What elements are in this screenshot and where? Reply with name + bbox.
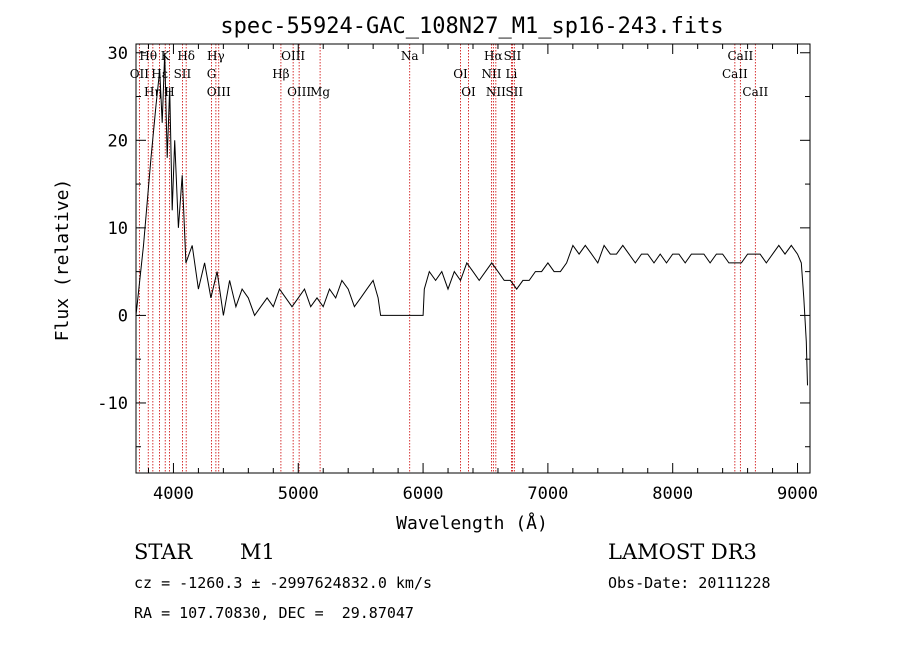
emission-line-label: G — [207, 67, 217, 81]
survey-name: LAMOST DR3 — [608, 540, 757, 564]
x-tick-label: 9000 — [777, 484, 818, 504]
emission-line-label: Hη — [144, 85, 162, 99]
emission-line-label: OIII — [281, 49, 305, 63]
emission-line-label: Hδ — [177, 49, 195, 63]
y-tick-label: 20 — [108, 131, 128, 151]
x-tick-label: 8000 — [652, 484, 693, 504]
observation-date: Obs-Date: 20111228 — [608, 574, 771, 592]
emission-line-label: CaII — [722, 67, 748, 81]
emission-line-label: OI — [461, 85, 476, 99]
emission-line-label: NII — [486, 85, 506, 99]
y-axis-label: Flux (relative) — [52, 179, 73, 342]
y-axis-ticks: -10 0 10 20 30 — [97, 44, 810, 448]
emission-line-label: OIII — [207, 85, 231, 99]
emission-line-label: NII — [481, 67, 501, 81]
object-type: STAR — [134, 540, 193, 564]
plot-frame — [135, 43, 811, 474]
y-tick-label: -10 — [97, 394, 128, 414]
emission-line-label: Hθ — [139, 49, 157, 63]
redshift-line: cz = -1260.3 ± -2997624832.0 km/s — [134, 574, 433, 592]
x-tick-label: 4000 — [153, 484, 194, 504]
y-tick-label: 10 — [108, 219, 128, 239]
emission-line-label: SII — [504, 49, 522, 63]
y-tick-label: 30 — [108, 44, 128, 64]
emission-line-label: Mg — [310, 85, 330, 99]
emission-line-label: OI — [453, 67, 468, 81]
emission-line-label: CaII — [727, 49, 753, 63]
emission-line-labels: HθOIIHηKHεHHδSIIOIIIHγGOIIIOIIIHβMgNaOIO… — [130, 49, 769, 99]
coordinates-line: RA = 107.70830, DEC = 29.87047 — [134, 604, 414, 622]
spectrum-line — [135, 52, 808, 386]
x-tick-label: 7000 — [527, 484, 568, 504]
emission-line-label: SII — [505, 85, 523, 99]
emission-line-markers — [138, 44, 756, 473]
x-axis-label: Wavelength (Å) — [396, 512, 548, 534]
x-tick-label: 6000 — [403, 484, 444, 504]
chart-title: spec-55924-GAC_108N27_M1_sp16-243.fits — [220, 14, 723, 39]
emission-line-label: K — [161, 49, 171, 63]
emission-line-label: Hγ — [207, 49, 225, 63]
emission-line-label: Hβ — [272, 67, 289, 81]
emission-line-label: Na — [401, 49, 419, 63]
emission-line-label: Li — [506, 67, 518, 81]
emission-line-label: CaII — [742, 85, 768, 99]
object-subclass: M1 — [240, 540, 275, 564]
x-tick-label: 5000 — [278, 484, 319, 504]
emission-line-label: OIII — [287, 85, 311, 99]
emission-line-label: SII — [174, 67, 192, 81]
x-axis-ticks: 4000 5000 6000 7000 8000 9000 — [147, 44, 818, 504]
emission-line-label: OII — [130, 67, 150, 81]
y-tick-label: 0 — [118, 306, 128, 326]
emission-line-label: Hα — [484, 49, 503, 63]
